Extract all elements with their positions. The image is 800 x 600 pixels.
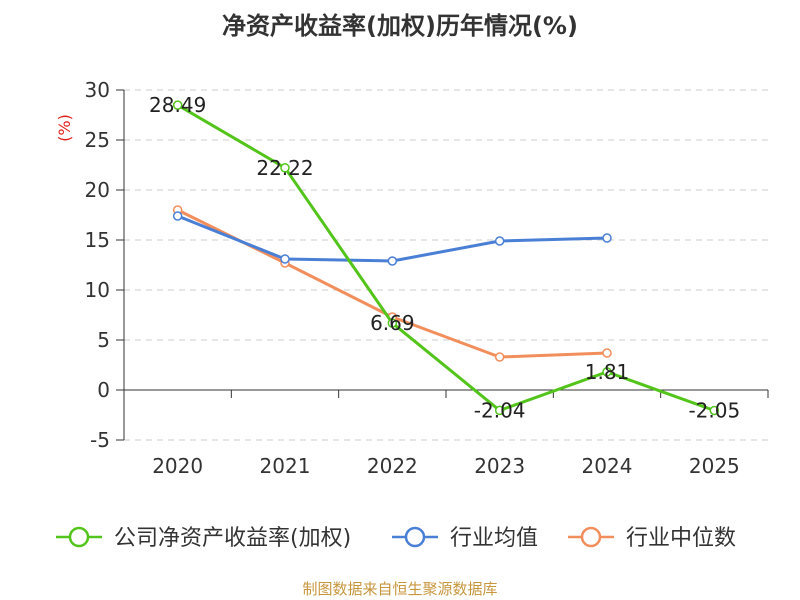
legend-swatch-marker	[404, 526, 426, 548]
x-tick-label: 2020	[152, 454, 203, 478]
legend-label: 公司净资产收益率(加权)	[114, 526, 351, 551]
data-label: -2.05	[688, 399, 740, 423]
y-tick-label: 20	[85, 178, 110, 202]
y-tick-label: 30	[85, 78, 110, 102]
data-point	[709, 405, 720, 416]
x-tick-label: 2024	[582, 454, 633, 478]
legend-swatch-marker	[68, 526, 90, 548]
x-tick-label: 2023	[474, 454, 525, 478]
data-label: 1.81	[585, 360, 630, 384]
data-point	[494, 352, 505, 362]
x-tick-label: 2021	[260, 454, 311, 478]
legend-layer: 公司净资产收益率(加权) 行业均值 行业中位数	[56, 526, 736, 551]
grid-layer	[124, 89, 768, 441]
chart-title: 净资产收益率(加权)历年情况(%)	[222, 12, 578, 40]
y-tick-label: 0	[97, 378, 110, 402]
legend-label: 行业中位数	[626, 526, 736, 551]
data-label: 6.69	[370, 311, 415, 335]
data-point	[494, 236, 505, 246]
data-point	[602, 348, 612, 358]
data-point	[494, 405, 505, 416]
data-point	[387, 318, 398, 328]
axis-layer: 30 25 20 15 10 5 0 -5 2020 2021 2022 2023 2024 2025 (%…	[55, 78, 769, 478]
legend-label: 行业均值	[450, 526, 538, 551]
x-tick-label: 2022	[367, 454, 418, 478]
data-point	[280, 254, 290, 264]
series-line-1	[177, 214, 608, 263]
y-tick-label: 15	[85, 228, 110, 252]
y-tick-label: 10	[85, 278, 110, 302]
data-point	[387, 256, 398, 266]
y-tick-label: -5	[90, 428, 110, 452]
data-point	[172, 100, 183, 110]
series-line-0	[176, 103, 715, 412]
y-axis-unit: (%)	[55, 114, 74, 142]
y-tick-label: 25	[85, 128, 110, 152]
data-label: 28.49	[149, 93, 206, 117]
series-layer	[172, 100, 720, 416]
data-label: -2.04	[474, 398, 526, 422]
label-layer: 28.49 22.22 6.69 -2.04 1.81 -2.05	[149, 93, 740, 422]
y-tick-label: 5	[97, 328, 110, 352]
data-point	[280, 163, 290, 173]
source-note: 制图数据来自恒生聚源数据库	[302, 580, 498, 598]
legend-swatch-marker	[580, 526, 602, 548]
data-point	[602, 367, 612, 377]
data-point	[602, 233, 612, 243]
data-label: 22.22	[256, 156, 313, 180]
data-point	[172, 211, 183, 221]
x-tick-label: 2025	[689, 454, 740, 478]
